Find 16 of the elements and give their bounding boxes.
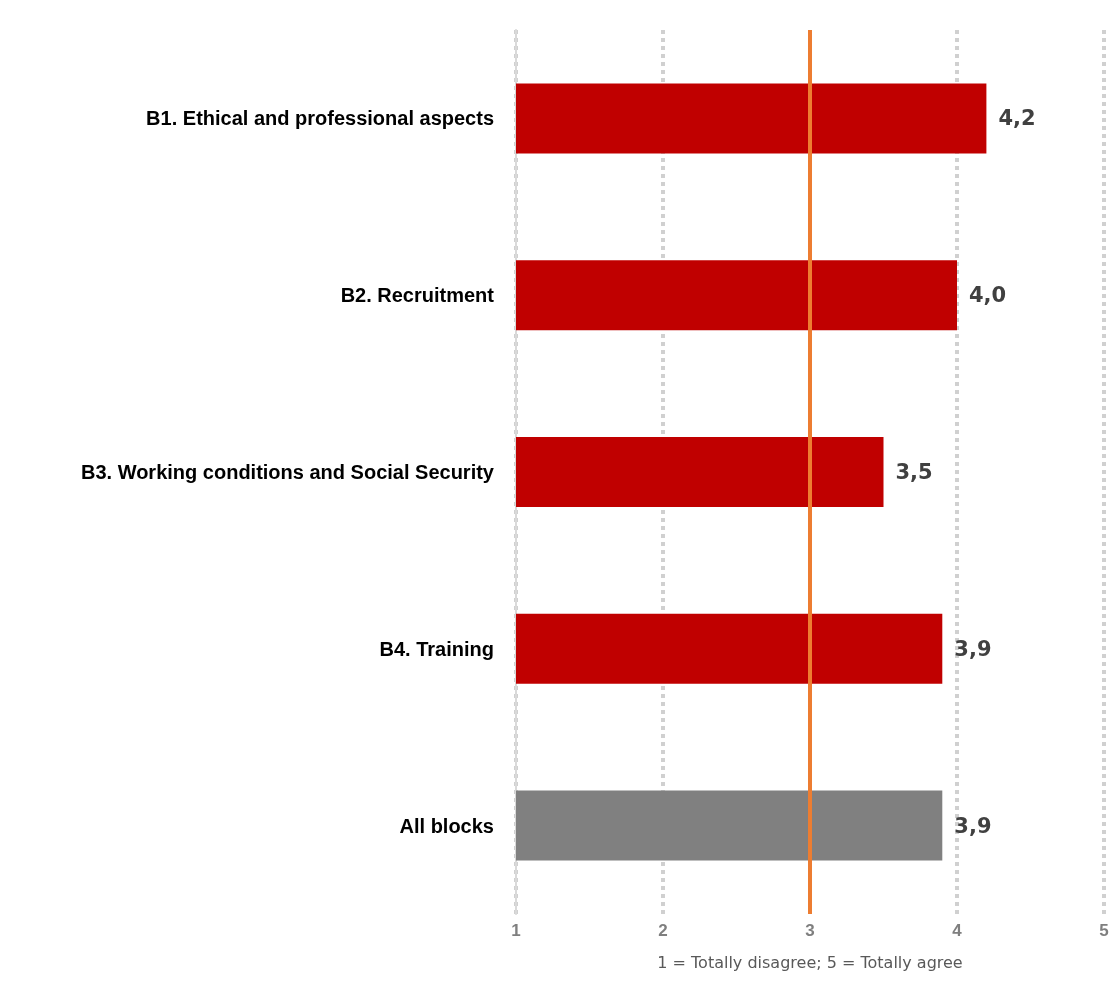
y-tick-label: All blocks [399,814,494,837]
data-label: 3,5 [895,460,933,484]
x-tick-label: 1 [511,921,521,940]
x-tick-label: 5 [1099,921,1109,940]
data-label: 4,0 [969,283,1007,308]
x-tick-label: 2 [658,921,668,940]
x-tick-label: 4 [952,921,963,940]
x-axis-title: 1 = Totally disagree; 5 = Totally agree [657,952,963,972]
data-label: 4,2 [998,106,1036,131]
y-tick-label: B2. Recruitment [340,284,495,307]
x-tick-label: 3 [805,921,815,940]
data-label: 3,9 [954,813,992,838]
data-label: 3,9 [954,636,992,661]
y-tick-label: B4. Training [379,637,494,660]
y-tick-label: B3. Working conditions and Social Security [80,461,495,483]
y-tick-label: B1. Ethical and professional aspects [146,107,494,130]
